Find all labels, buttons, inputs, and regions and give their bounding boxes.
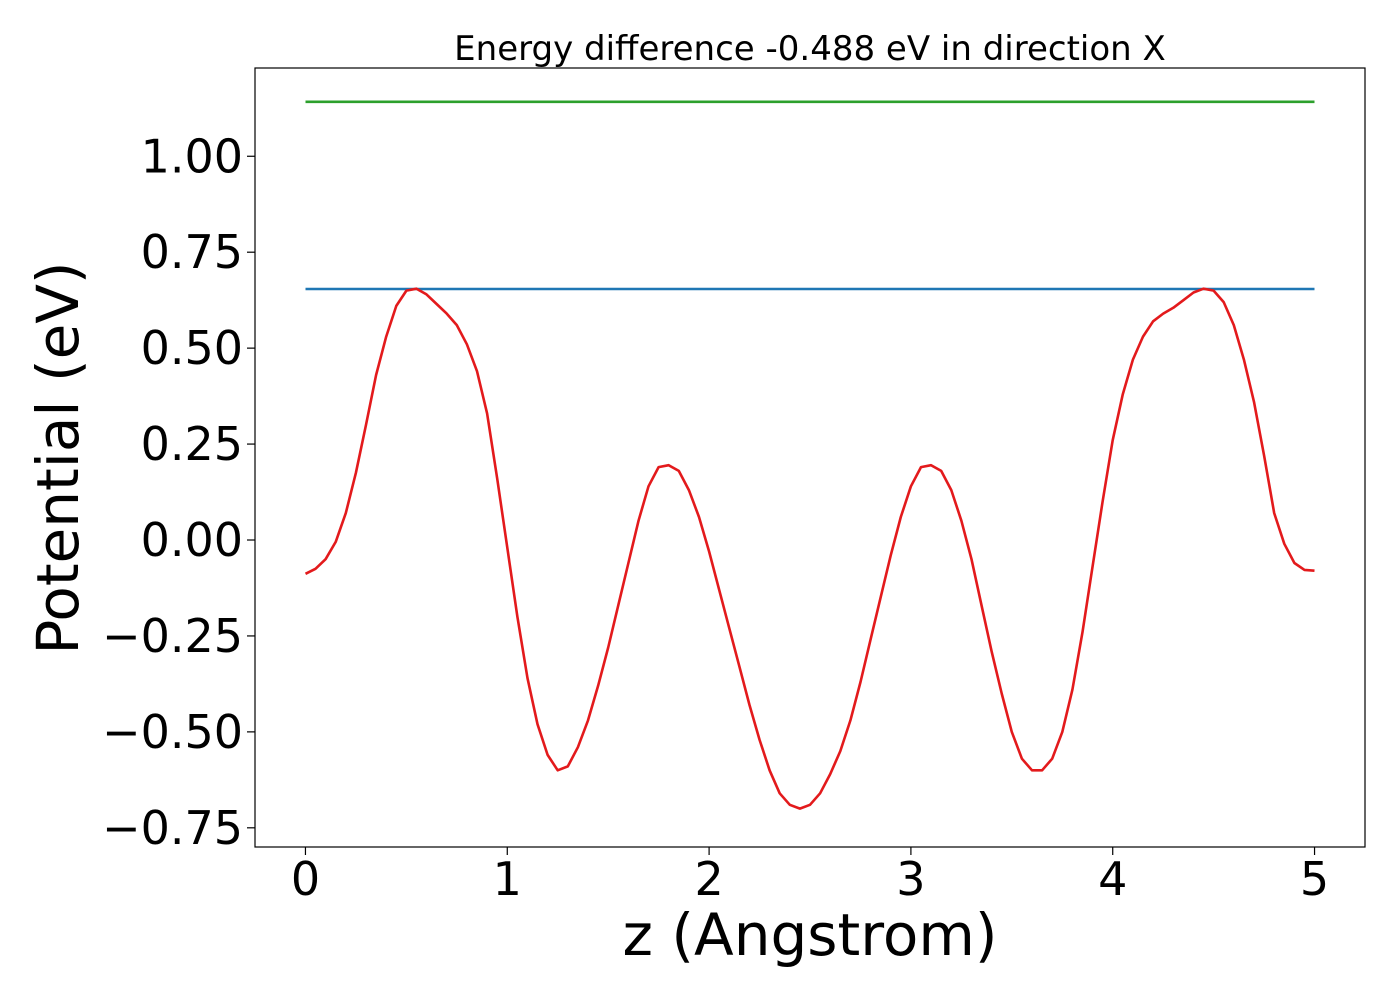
- y-axis-ticks: −0.75 −0.50 −0.25 0.00 0.25 0.50 0.75 1.00: [102, 129, 255, 855]
- x-tick-label: 5: [1300, 852, 1329, 906]
- x-tick-label: 2: [694, 852, 723, 906]
- plot-frame: [254, 67, 1366, 848]
- x-axis-ticks: 0 1 2 3 4 5: [291, 847, 1329, 906]
- y-axis-label: Potential (eV): [24, 261, 92, 654]
- y-tick-label: 0.50: [141, 321, 243, 375]
- series-line-2: [304, 287, 1315, 810]
- y-tick-label: −0.25: [102, 609, 243, 663]
- y-tick-label: 0.00: [141, 513, 243, 567]
- y-tick-label: 0.25: [141, 417, 243, 471]
- x-axis-label: z (Angstrom): [623, 901, 998, 969]
- y-tick-label: −0.75: [102, 801, 243, 855]
- x-tick-label: 0: [291, 852, 320, 906]
- x-tick-label: 3: [896, 852, 925, 906]
- y-tick-label: 0.75: [141, 225, 243, 279]
- y-tick-label: 1.00: [141, 129, 243, 183]
- x-tick-label: 1: [493, 852, 522, 906]
- x-tick-label: 4: [1098, 852, 1127, 906]
- chart-title: Energy difference -0.488 eV in direction…: [454, 29, 1166, 69]
- y-tick-label: −0.50: [102, 705, 243, 759]
- plot-area: [304, 100, 1315, 810]
